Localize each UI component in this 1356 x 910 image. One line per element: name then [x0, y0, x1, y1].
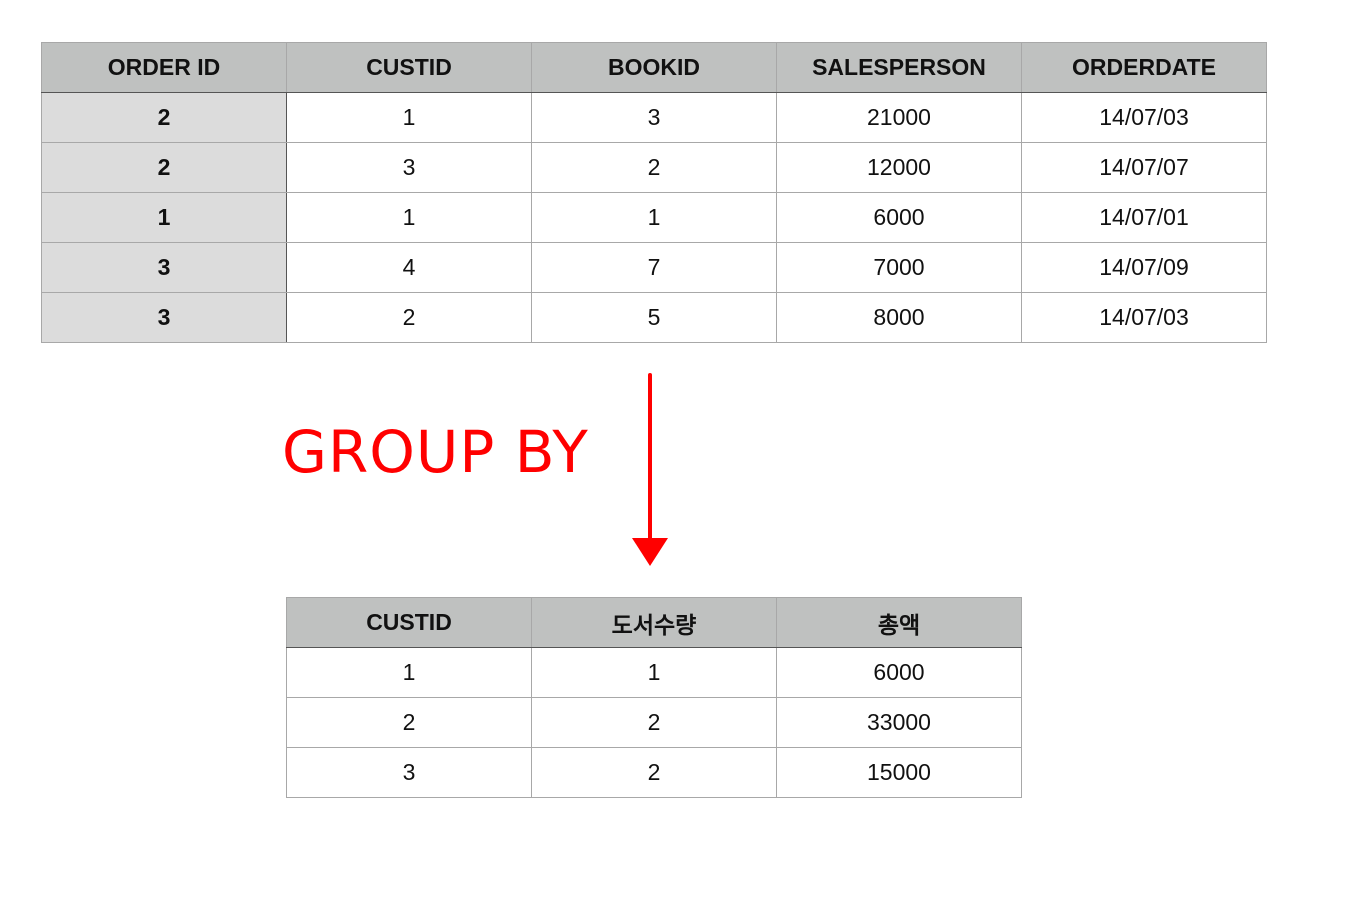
cell-salesperson: 7000: [776, 242, 1022, 293]
orders-header-row: ORDER ID CUSTID BOOKID SALESPERSON ORDER…: [41, 42, 1267, 93]
cell-total: 6000: [776, 647, 1022, 698]
cell-custid: 3: [286, 747, 532, 798]
grouped-result-table: CUSTID 도서수량 총액 1 1 6000 2 2 33000 3 2 15…: [286, 597, 1022, 798]
cell-custid: 4: [286, 242, 532, 293]
orders-header-custid: CUSTID: [286, 42, 532, 93]
cell-salesperson: 8000: [776, 292, 1022, 343]
cell-bookid: 2: [531, 142, 777, 193]
grouped-header-custid: CUSTID: [286, 597, 532, 648]
cell-order-id: 3: [41, 242, 287, 293]
cell-orderdate: 14/07/09: [1021, 242, 1267, 293]
table-row: 2 2 33000: [286, 697, 1022, 748]
cell-custid: 1: [286, 647, 532, 698]
cell-order-id: 2: [41, 92, 287, 143]
cell-orderdate: 14/07/07: [1021, 142, 1267, 193]
cell-book-count: 2: [531, 747, 777, 798]
orders-header-bookid: BOOKID: [531, 42, 777, 93]
cell-custid: 1: [286, 92, 532, 143]
table-row: 2 1 3 21000 14/07/03: [41, 92, 1267, 143]
cell-orderdate: 14/07/03: [1021, 292, 1267, 343]
cell-custid: 1: [286, 192, 532, 243]
cell-order-id: 3: [41, 292, 287, 343]
table-row: 1 1 6000: [286, 647, 1022, 698]
cell-orderdate: 14/07/01: [1021, 192, 1267, 243]
cell-custid: 2: [286, 292, 532, 343]
table-row: 3 2 15000: [286, 747, 1022, 798]
grouped-header-total: 총액: [776, 597, 1022, 648]
cell-bookid: 5: [531, 292, 777, 343]
group-by-label: GROUP BY: [282, 418, 589, 486]
cell-orderdate: 14/07/03: [1021, 92, 1267, 143]
orders-header-salesperson: SALESPERSON: [776, 42, 1022, 93]
table-row: 3 4 7 7000 14/07/09: [41, 242, 1267, 293]
cell-book-count: 2: [531, 697, 777, 748]
cell-custid: 2: [286, 697, 532, 748]
grouped-header-row: CUSTID 도서수량 총액: [286, 597, 1022, 648]
cell-order-id: 1: [41, 192, 287, 243]
grouped-header-book-count: 도서수량: [531, 597, 777, 648]
table-row: 1 1 1 6000 14/07/01: [41, 192, 1267, 243]
cell-bookid: 3: [531, 92, 777, 143]
cell-total: 33000: [776, 697, 1022, 748]
cell-order-id: 2: [41, 142, 287, 193]
orders-header-order-id: ORDER ID: [41, 42, 287, 93]
cell-bookid: 1: [531, 192, 777, 243]
cell-custid: 3: [286, 142, 532, 193]
orders-table: ORDER ID CUSTID BOOKID SALESPERSON ORDER…: [41, 42, 1267, 343]
cell-bookid: 7: [531, 242, 777, 293]
cell-salesperson: 12000: [776, 142, 1022, 193]
cell-book-count: 1: [531, 647, 777, 698]
table-row: 2 3 2 12000 14/07/07: [41, 142, 1267, 193]
cell-salesperson: 6000: [776, 192, 1022, 243]
table-row: 3 2 5 8000 14/07/03: [41, 292, 1267, 343]
cell-total: 15000: [776, 747, 1022, 798]
cell-salesperson: 21000: [776, 92, 1022, 143]
orders-header-orderdate: ORDERDATE: [1021, 42, 1267, 93]
arrow-head: [632, 538, 668, 566]
down-arrow-icon: [632, 373, 668, 566]
